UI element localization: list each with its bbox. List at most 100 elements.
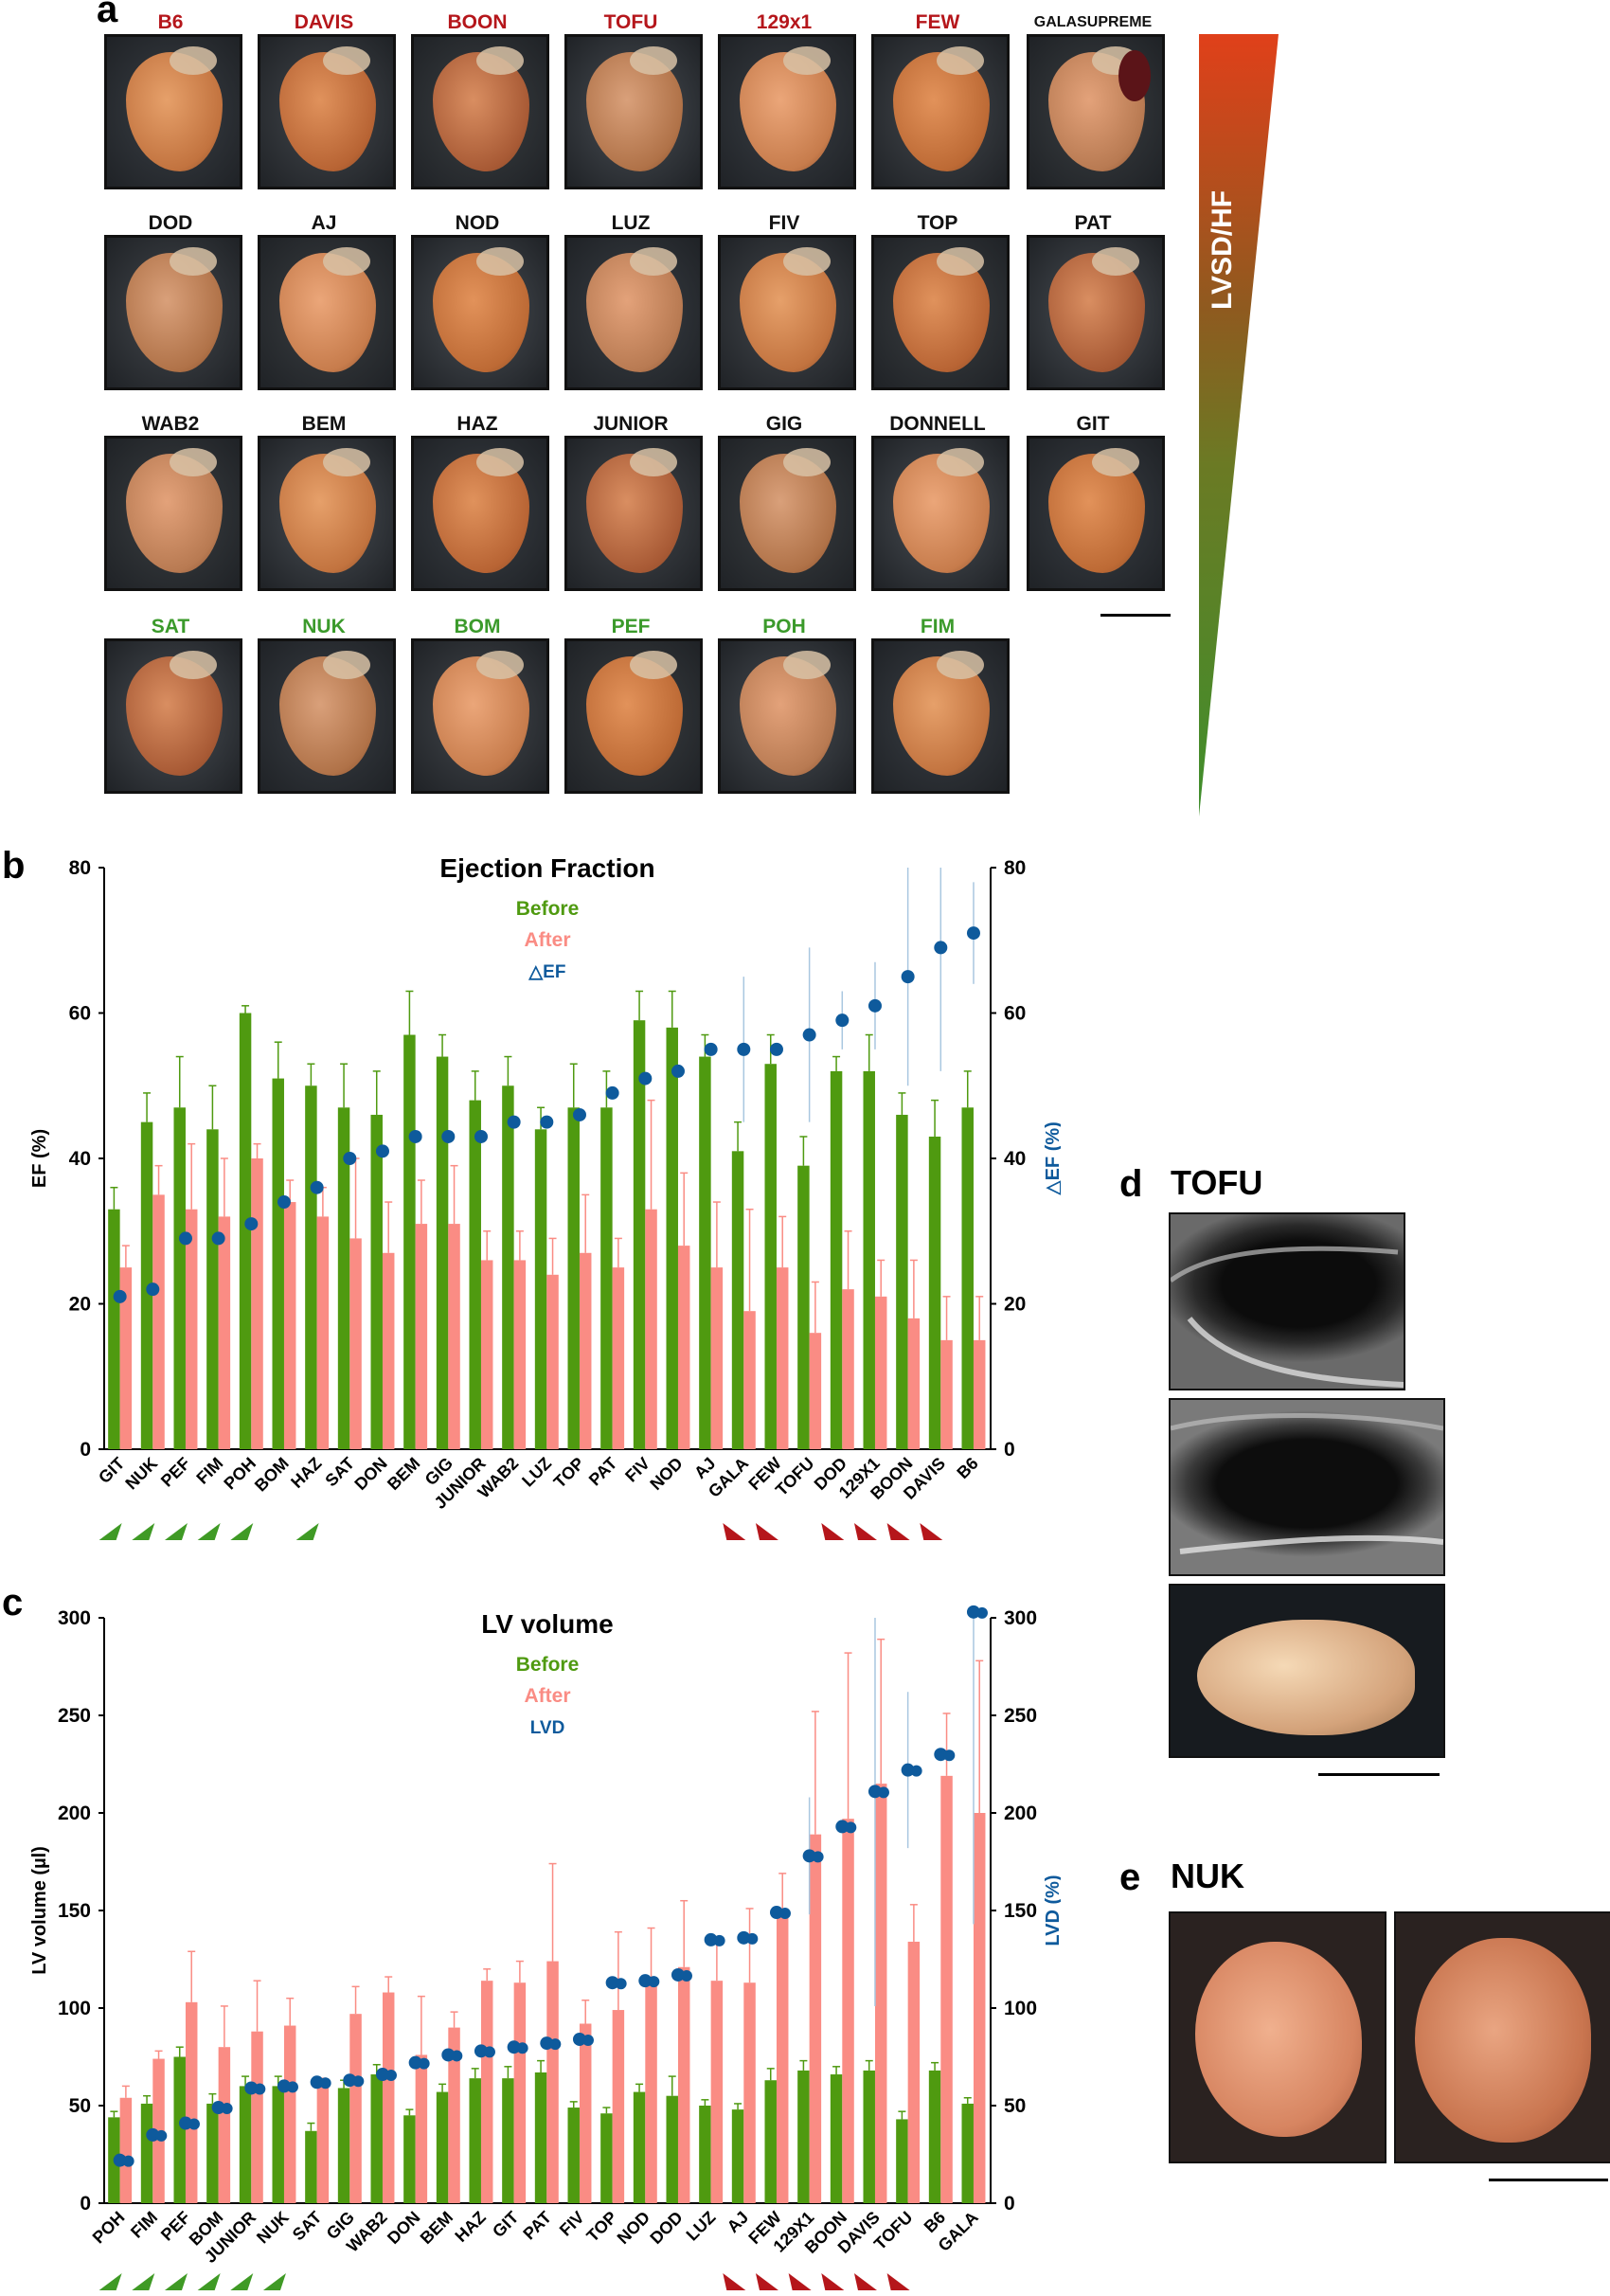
heart-photo: [104, 34, 242, 189]
x-tick-label: FIM: [127, 2208, 161, 2242]
panel-label-a: a: [97, 0, 118, 30]
heart-label: FIV: [768, 212, 800, 234]
atrium-shape: [783, 651, 831, 679]
atrium-shape: [1092, 448, 1139, 476]
heart-label: NOD: [455, 212, 500, 234]
x-tick-label: PEF: [157, 1454, 194, 1491]
data-point: [474, 2044, 488, 2058]
atrium-shape: [476, 247, 524, 276]
data-point: [113, 2153, 127, 2167]
bar-before: [469, 1100, 481, 1449]
bar-after: [513, 1982, 527, 2203]
x-tick-label: TOP: [582, 2208, 620, 2246]
bar-after: [218, 1216, 231, 1449]
data-point: [769, 1042, 783, 1056]
x-tick-label: BOM: [251, 1454, 293, 1496]
heart-photo: [1027, 34, 1165, 189]
data-point: [737, 1042, 751, 1056]
green-arrowhead: [98, 1523, 122, 1540]
x-tick-label: SAT: [289, 2208, 326, 2245]
bar-before: [699, 2106, 711, 2203]
heart-photo: [718, 34, 856, 189]
x-tick-label: TOFU: [772, 1454, 818, 1500]
green-arrowhead: [230, 1523, 254, 1540]
atrium-shape: [630, 46, 677, 75]
data-point: [671, 1967, 685, 1982]
red-arrowhead: [723, 2273, 746, 2290]
bar-before: [830, 2074, 843, 2203]
atrium-shape: [630, 448, 677, 476]
x-tick-label: HAZ: [287, 1454, 325, 1492]
atrium-shape: [1092, 247, 1139, 276]
data-point-duplicate: [352, 2075, 365, 2088]
bar-before: [961, 1107, 974, 1449]
bar-before: [633, 2091, 646, 2203]
bar-before: [305, 2130, 317, 2203]
bar-after: [349, 2014, 362, 2203]
x-tick-label: LUZ: [518, 1454, 555, 1491]
x-tick-label: LUZ: [683, 2208, 720, 2245]
heart-label: PAT: [1074, 212, 1112, 234]
red-arrowhead: [788, 2273, 812, 2290]
bar-before: [797, 2070, 810, 2203]
scale-bar-e: [1489, 2179, 1608, 2181]
bar-after: [612, 1267, 625, 1449]
y-axis-label-left: LV volume (µl): [29, 1846, 50, 1975]
legend-item: LVD: [530, 1718, 565, 1738]
bar-before: [436, 2091, 449, 2203]
atrium-shape: [476, 651, 524, 679]
heart-photo: [871, 436, 1010, 591]
data-point-duplicate: [516, 2042, 528, 2054]
heart-photo: [718, 235, 856, 390]
bar-after: [218, 2047, 231, 2203]
x-tick-label: DON: [350, 1454, 390, 1494]
bar-before: [567, 2108, 580, 2203]
bar-before: [140, 2103, 153, 2203]
bar-after: [940, 1339, 953, 1449]
heart-photo: [411, 638, 549, 794]
atrium-shape: [323, 651, 370, 679]
data-point: [934, 1748, 948, 1762]
bar-after: [185, 2001, 198, 2203]
heart-label: AJ: [311, 212, 337, 234]
tofu-heart-shape: [1197, 1620, 1415, 1735]
y-tick-label-right: 50: [1004, 2095, 1026, 2117]
lvsd-gradient-triangle: LVSD/HF: [1199, 34, 1279, 816]
data-point: [211, 2101, 225, 2115]
heart-photo: [871, 638, 1010, 794]
bar-after: [119, 1267, 133, 1449]
heart-photo: [564, 235, 703, 390]
data-point: [605, 1085, 619, 1100]
bar-after: [907, 1318, 921, 1449]
x-tick-label: B6: [953, 1454, 981, 1482]
bar-before: [600, 2113, 613, 2203]
bar-after: [743, 1982, 756, 2203]
heart-label: HAZ: [456, 413, 498, 435]
bar-after: [251, 2031, 263, 2203]
bar-before: [534, 2072, 547, 2203]
y-tick-label-right: 20: [1004, 1294, 1026, 1316]
tofu-heart-photo: [1169, 1584, 1445, 1758]
y-tick-label-left: 60: [69, 1003, 91, 1025]
x-tick-label: NUK: [121, 1454, 161, 1494]
data-point: [638, 1974, 653, 1988]
bar-after: [185, 1209, 198, 1449]
data-point: [277, 2079, 291, 2093]
heart-label: PEF: [611, 616, 651, 637]
heart-label: BOM: [454, 616, 501, 637]
atrium-shape: [937, 247, 984, 276]
heart-photo: [104, 638, 242, 794]
data-point-duplicate: [713, 1934, 725, 1946]
y-tick-label-left: 0: [80, 2193, 91, 2215]
bar-before: [370, 1114, 383, 1449]
data-point-duplicate: [254, 2083, 266, 2095]
bar-after: [612, 2010, 625, 2203]
data-point: [441, 1129, 456, 1143]
data-point: [572, 1107, 586, 1121]
bar-after: [776, 1267, 789, 1449]
x-tick-label: FIV: [556, 2208, 588, 2240]
bar-before: [534, 1129, 547, 1449]
bar-after: [480, 1260, 493, 1449]
data-point-duplicate: [975, 1606, 988, 1619]
